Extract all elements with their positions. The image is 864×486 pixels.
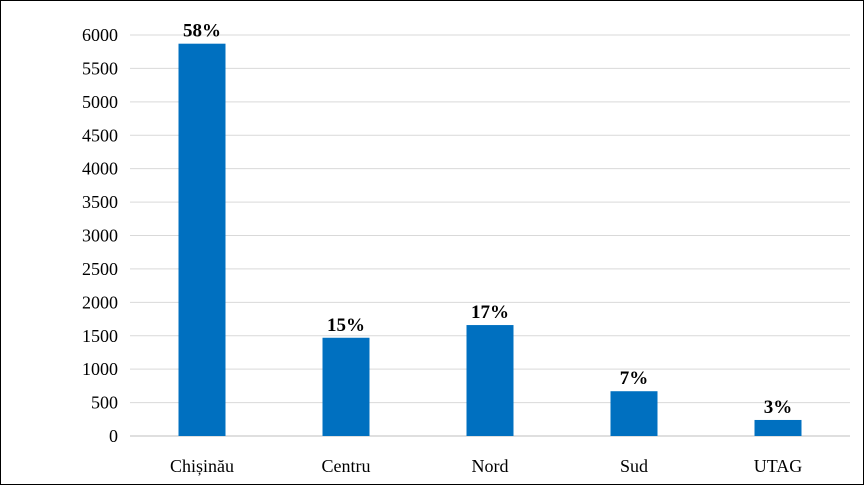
- x-axis-ticks: Chișinău Centru Nord Sud UTAG: [170, 456, 802, 476]
- data-label: 17%: [471, 302, 509, 323]
- data-label: 3%: [764, 397, 793, 418]
- bar: [178, 43, 226, 437]
- bar: [610, 391, 658, 436]
- y-tick-label: 3500: [82, 192, 118, 212]
- bar: [322, 337, 370, 436]
- y-tick-label: 2000: [82, 292, 118, 312]
- data-label: 58%: [183, 21, 221, 42]
- bars: [178, 43, 802, 437]
- data-label: 7%: [620, 368, 649, 389]
- x-tick-label: Chișinău: [170, 456, 234, 476]
- y-tick-label: 500: [91, 393, 118, 413]
- y-axis-ticks: 0 500 1000 1500 2000 2500 3000 3500 4000 4500 5000…: [82, 25, 118, 446]
- data-label: 15%: [327, 315, 365, 336]
- y-tick-label: 0: [109, 426, 118, 446]
- y-tick-label: 6000: [82, 25, 118, 45]
- y-tick-label: 5500: [82, 58, 118, 78]
- x-tick-label: Sud: [620, 456, 648, 476]
- x-tick-label: UTAG: [754, 456, 803, 476]
- y-tick-label: 4500: [82, 125, 118, 145]
- bar: [754, 419, 802, 436]
- y-tick-label: 2500: [82, 259, 118, 279]
- y-tick-label: 5000: [82, 92, 118, 112]
- data-labels: 58% 15% 17% 7% 3%: [183, 21, 792, 418]
- y-tick-label: 3000: [82, 226, 118, 246]
- y-tick-label: 4000: [82, 159, 118, 179]
- x-tick-label: Nord: [472, 456, 509, 476]
- y-tick-label: 1500: [82, 326, 118, 346]
- y-tick-label: 1000: [82, 359, 118, 379]
- bar: [466, 325, 514, 436]
- gridlines: [130, 34, 850, 437]
- x-tick-label: Centru: [322, 456, 371, 476]
